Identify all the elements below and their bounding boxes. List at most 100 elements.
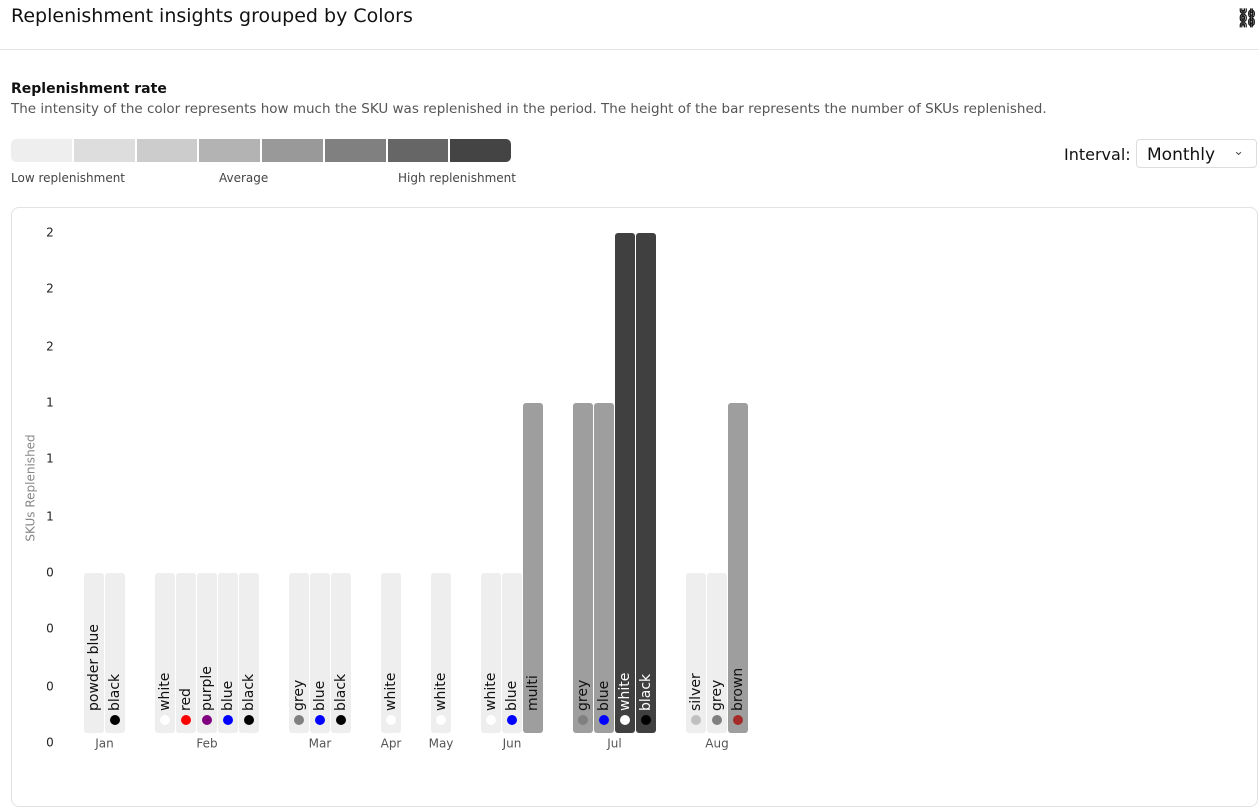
y-tick-label: 0 (46, 566, 54, 580)
bar-label: black (638, 673, 654, 711)
bar-label: silver (688, 673, 704, 711)
x-tick-label: May (429, 737, 454, 751)
bar (707, 573, 727, 733)
page-title: Replenishment insights grouped by Colors (11, 5, 413, 27)
y-tick-label: 2 (46, 339, 54, 353)
scale-step (324, 139, 386, 162)
bar-label: black (107, 673, 123, 711)
bar (239, 573, 259, 733)
color-dot (599, 715, 609, 725)
color-dot (620, 715, 630, 725)
section-description: The intensity of the color represents ho… (11, 101, 1047, 117)
scale-step (199, 139, 260, 162)
bar (431, 573, 451, 733)
color-dot (202, 715, 212, 725)
section-title: Replenishment rate (11, 81, 167, 97)
bar-label: white (483, 673, 499, 711)
scale-step (262, 139, 323, 162)
interval-label: Interval: (1064, 145, 1131, 164)
bar (523, 403, 543, 733)
bar-label: purple (199, 666, 215, 711)
x-tick-label: Apr (381, 737, 402, 751)
interval-select[interactable]: Monthly ⌄ (1136, 139, 1257, 168)
scale-step (136, 139, 198, 162)
bar-label: black (333, 673, 349, 711)
bar (218, 573, 238, 733)
color-dot (386, 715, 396, 725)
bar (594, 403, 614, 733)
y-tick-label: 1 (46, 396, 54, 410)
x-tick-label: Aug (705, 737, 728, 751)
bar-label: grey (709, 680, 725, 711)
bar (381, 573, 401, 733)
scale-label: Average (219, 171, 269, 185)
bar (686, 573, 706, 733)
color-dot (578, 715, 588, 725)
color-dot (244, 715, 254, 725)
x-tick-label: Jun (502, 737, 522, 751)
bar (197, 573, 217, 733)
bar-label: white (617, 673, 633, 711)
color-dot (315, 715, 325, 725)
y-tick-label: 0 (46, 622, 54, 636)
bar-label: red (178, 688, 194, 711)
scale-label: High replenishment (398, 171, 516, 185)
y-tick-label: 1 (46, 452, 54, 466)
x-tick-label: Mar (309, 737, 332, 751)
bar (728, 403, 748, 733)
color-dot (486, 715, 496, 725)
scale-step (73, 139, 135, 162)
bar (84, 573, 104, 733)
bar-label: white (383, 673, 399, 711)
bar-label: multi (525, 675, 541, 711)
divider (0, 49, 1259, 50)
color-dot (294, 715, 304, 725)
bar (481, 573, 501, 733)
bar-label: blue (504, 681, 520, 711)
bar (636, 233, 656, 733)
scale-step (11, 139, 72, 162)
color-dot (110, 715, 120, 725)
bar-label: white (433, 673, 449, 711)
color-dot (160, 715, 170, 725)
bar (573, 403, 593, 733)
bar (310, 573, 330, 733)
bar-label: grey (575, 680, 591, 711)
y-tick-label: 2 (46, 226, 54, 240)
settings-icon[interactable]: ⛓ (1236, 8, 1259, 29)
scale-step (387, 139, 449, 162)
x-tick-label: Jul (606, 737, 621, 751)
chart: SKUs Replenished 0 0 0 0 1 1 1 2 2 2 powder blue bl… (24, 226, 748, 751)
page: Replenishment insights grouped by Colors… (0, 5, 1259, 807)
color-dot (336, 715, 346, 725)
bar-label: blue (596, 681, 612, 711)
color-dot (507, 715, 517, 725)
bar (155, 573, 175, 733)
bar (615, 233, 635, 733)
y-tick-label: 2 (46, 282, 54, 296)
color-dot (223, 715, 233, 725)
bar (289, 573, 309, 733)
x-tick-label: Jan (94, 737, 114, 751)
color-dot (181, 715, 191, 725)
bar-label: brown (730, 668, 746, 711)
y-tick-label: 0 (46, 736, 54, 750)
bar-label: blue (220, 681, 236, 711)
y-tick-label: 1 (46, 509, 54, 523)
color-dot (436, 715, 446, 725)
scale-label: Low replenishment (11, 171, 126, 185)
bar (502, 573, 522, 733)
interval-value: Monthly (1147, 145, 1216, 165)
color-dot (691, 715, 701, 725)
bar (331, 573, 351, 733)
bar-label: white (157, 673, 173, 711)
bar (105, 573, 125, 733)
bar-label: blue (312, 681, 328, 711)
bar (176, 573, 196, 733)
y-tick-label: 0 (46, 679, 54, 693)
bar-label: grey (291, 680, 307, 711)
color-dot (712, 715, 722, 725)
color-scale (11, 139, 511, 162)
y-axis-label: SKUs Replenished (24, 434, 38, 541)
bar-label: black (241, 673, 257, 711)
